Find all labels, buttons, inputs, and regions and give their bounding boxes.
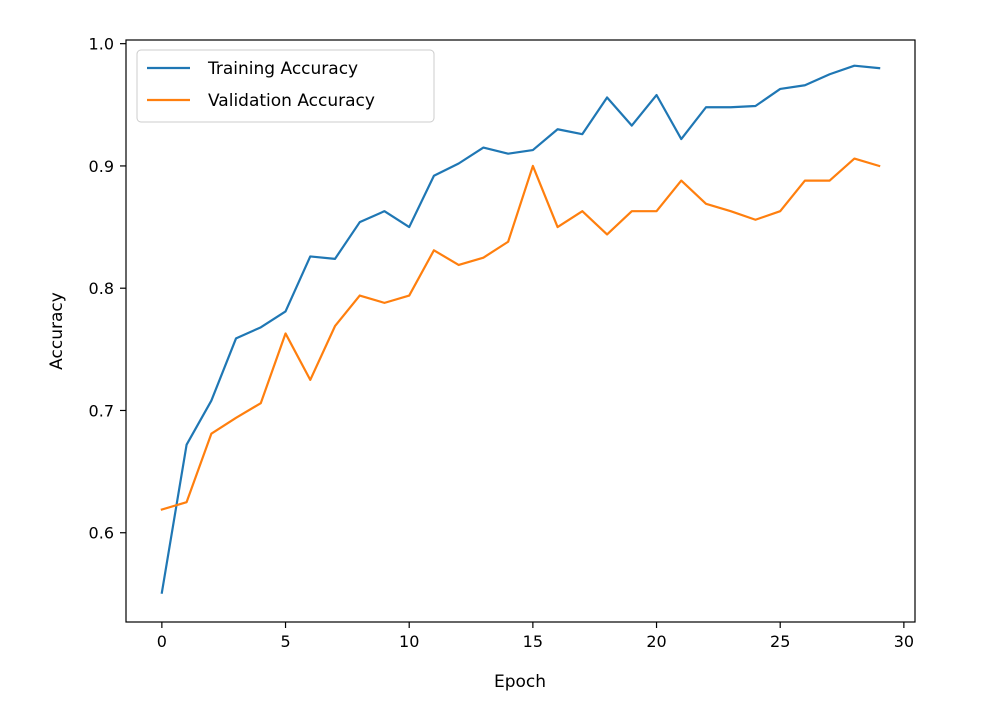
x-tick-label: 25	[770, 632, 790, 651]
x-tick-label: 20	[646, 632, 666, 651]
axes-frame	[125, 39, 916, 623]
series-line-training	[160, 64, 881, 594]
x-tick-label: 10	[399, 632, 419, 651]
y-tick-label: 1.0	[89, 35, 114, 54]
legend-label-training: Training Accuracy	[207, 59, 358, 79]
series-line-validation	[160, 157, 881, 511]
y-tick-label: 0.9	[89, 157, 114, 176]
legend: Training Accuracy Validation Accuracy	[136, 49, 435, 123]
x-tick-label: 30	[894, 632, 914, 651]
axis-ticks: 0 5 10 15 20 25 30 0.6 0.7 0.8 0.9 1.0	[89, 35, 915, 651]
x-tick-label: 15	[523, 632, 543, 651]
y-tick-label: 0.8	[89, 279, 114, 298]
plot-area	[160, 64, 881, 594]
legend-box	[136, 49, 435, 123]
y-tick-label: 0.7	[89, 401, 114, 420]
x-tick-label: 0	[157, 632, 167, 651]
y-tick-label: 0.6	[89, 524, 114, 543]
y-axis-label: Accuracy	[47, 292, 67, 370]
legend-label-validation: Validation Accuracy	[208, 91, 375, 111]
x-tick-label: 5	[280, 632, 290, 651]
x-axis-label: Epoch	[494, 672, 546, 692]
